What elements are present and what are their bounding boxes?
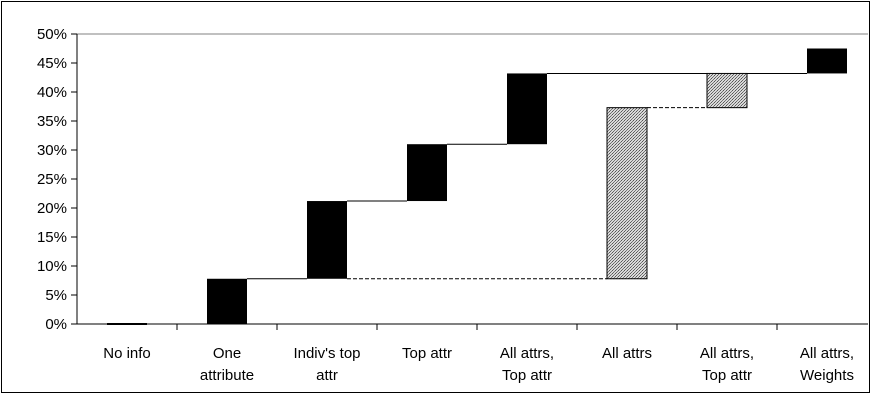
y-tick-label: 45%: [37, 55, 67, 72]
y-tick-label: 40%: [37, 84, 67, 101]
axes-layer: [71, 33, 868, 330]
y-tick-label: 35%: [37, 113, 67, 130]
bar-2[interactable]: [207, 278, 247, 324]
x-category-label-line: All attrs,: [800, 345, 854, 362]
bar-7[interactable]: [706, 72, 748, 109]
x-category-label-line: Top attr: [502, 367, 552, 384]
x-category-label-line: Weights: [800, 367, 854, 384]
y-tick-label: 5%: [45, 287, 67, 304]
x-category-label-line: attr: [316, 367, 338, 384]
x-category-label-line: All attrs: [602, 345, 652, 362]
y-tick-label: 25%: [37, 171, 67, 188]
x-category-label-line: attribute: [200, 367, 254, 384]
y-tick-label: 0%: [45, 316, 67, 333]
y-tick-label: 10%: [37, 258, 67, 275]
x-category-label: All attrs, Top attr: [700, 345, 754, 384]
x-category-label-line: All attrs,: [700, 345, 754, 362]
x-category-label: Indiv's top attr: [293, 345, 360, 384]
x-category-label: All attrs: [602, 345, 652, 362]
x-category-label: One attribute: [200, 345, 254, 384]
x-category-label-line: Top attr: [402, 345, 452, 362]
y-tick-label: 15%: [37, 229, 67, 246]
connector-layer: [247, 72, 807, 280]
bar-3[interactable]: [307, 201, 347, 279]
bar-5[interactable]: [507, 73, 547, 145]
x-category-label: Top attr: [402, 345, 452, 362]
bar-8[interactable]: [807, 48, 847, 74]
x-category-label-line: Indiv's top: [293, 345, 360, 362]
y-tick-label: 20%: [37, 200, 67, 217]
x-category-label: All attrs, Weights: [800, 345, 854, 384]
bar-4[interactable]: [407, 144, 447, 202]
y-tick-label: 50%: [37, 26, 67, 43]
x-category-label-line: Top attr: [702, 367, 752, 384]
x-category-label: All attrs, Top attr: [500, 345, 554, 384]
x-category-label: No info: [103, 345, 151, 362]
x-category-label-line: One: [213, 345, 241, 362]
x-category-label-line: No info: [103, 345, 151, 362]
bar-6[interactable]: [606, 107, 648, 280]
x-category-label-line: All attrs,: [500, 345, 554, 362]
bars-layer: [107, 48, 847, 325]
labels-layer: 0% 5% 10% 15% 20% 25% 30% 35% 40% 45% 50% No info On…: [37, 26, 854, 384]
y-tick-label: 30%: [37, 142, 67, 159]
